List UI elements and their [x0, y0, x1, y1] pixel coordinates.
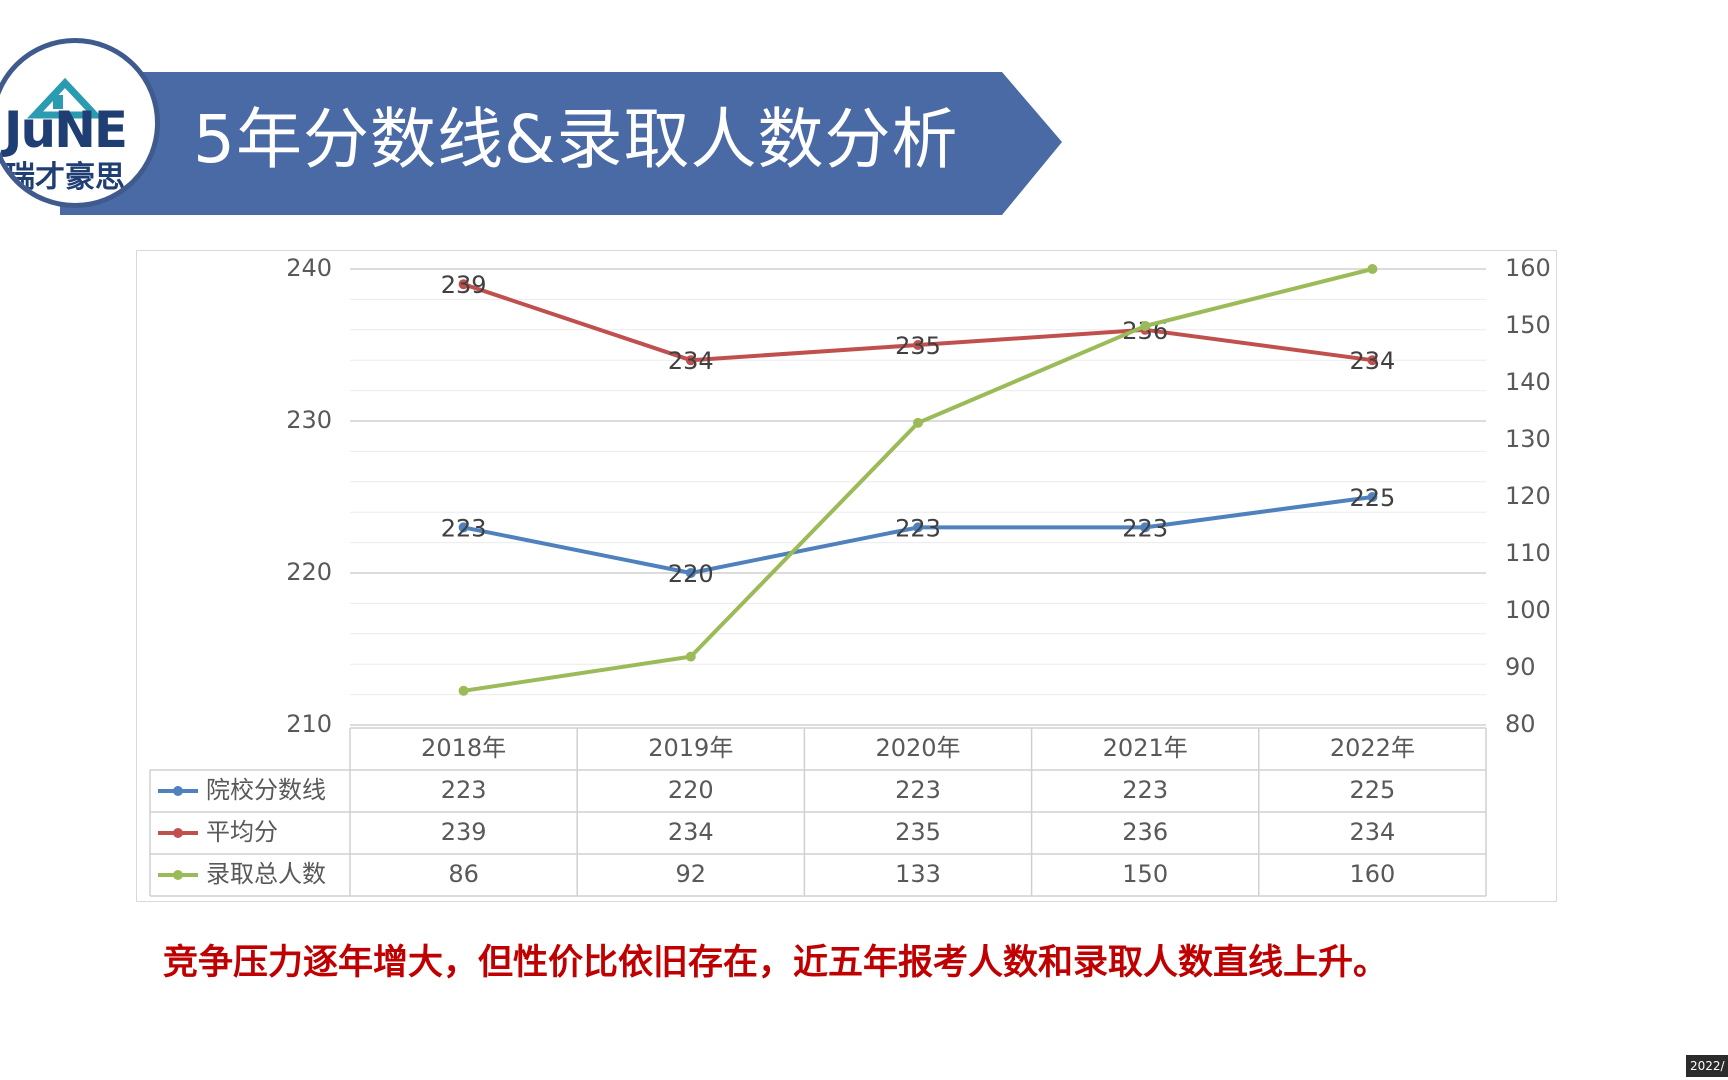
logo: JuNE 瑞才豪思 — [0, 38, 160, 208]
y-right-tick-label: 160 — [1505, 254, 1551, 282]
data-point — [458, 685, 469, 696]
table-cell-value: 92 — [676, 860, 707, 888]
date-tag: 2022/ — [1686, 1055, 1728, 1077]
table-cell-value: 223 — [895, 776, 941, 804]
data-label: 223 — [1122, 514, 1168, 542]
data-point — [1140, 321, 1151, 331]
data-label: 239 — [441, 271, 487, 299]
data-label: 220 — [668, 560, 714, 588]
data-point — [913, 417, 923, 428]
data-point — [1367, 264, 1378, 274]
data-point — [1367, 492, 1378, 502]
x-category-label: 2021年 — [1103, 734, 1188, 762]
data-point — [1367, 355, 1378, 366]
data-point — [685, 355, 696, 366]
y-right-tick-label: 80 — [1505, 710, 1536, 738]
data-point — [913, 522, 923, 533]
legend-key-marker — [173, 828, 183, 838]
table-cell-value: 223 — [1122, 776, 1168, 804]
y-right-tick-label: 130 — [1505, 425, 1551, 453]
y-left-tick-label: 240 — [286, 254, 332, 282]
data-point — [1140, 522, 1151, 533]
logo-subtext: 瑞才豪思 — [5, 160, 125, 195]
legend-series-name: 平均分 — [206, 818, 278, 846]
logo-house-icon — [26, 77, 104, 119]
table-cell-value: 223 — [441, 776, 487, 804]
y-right-tick-label: 90 — [1505, 653, 1536, 681]
data-label: 223 — [441, 514, 487, 542]
table-cell-value: 236 — [1122, 818, 1168, 846]
x-category-label: 2019年 — [648, 734, 733, 762]
x-category-label: 2018年 — [421, 734, 506, 762]
table-cell-value: 225 — [1349, 776, 1395, 804]
table-cell-value: 234 — [1349, 818, 1395, 846]
chart-frame — [136, 250, 1557, 902]
table-cell-value: 86 — [448, 860, 479, 888]
data-label: 234 — [668, 347, 714, 375]
data-point — [685, 568, 696, 578]
data-point — [458, 522, 469, 533]
data-label: 223 — [895, 514, 941, 542]
y-left-tick-label: 230 — [286, 406, 332, 434]
legend-series-name: 院校分数线 — [206, 776, 326, 804]
y-right-tick-label: 100 — [1505, 596, 1551, 624]
data-label: 234 — [1349, 347, 1395, 375]
legend-key-marker — [173, 786, 183, 796]
y-right-tick-label: 140 — [1505, 368, 1551, 396]
table-cell-value: 234 — [668, 818, 714, 846]
data-point — [913, 340, 923, 350]
table-cell-value: 150 — [1122, 860, 1168, 888]
table-cell-value: 235 — [895, 818, 941, 846]
data-point — [458, 279, 469, 290]
x-category-label: 2020年 — [875, 734, 960, 762]
legend-key-marker — [173, 870, 183, 880]
legend-series-name: 录取总人数 — [206, 860, 326, 888]
page-title: 5年分数线&录取人数分析 — [193, 101, 959, 178]
conclusion-text: 竞争压力逐年增大，但性价比依旧存在，近五年报考人数和录取人数直线上升。 — [163, 943, 1389, 983]
table-cell-value: 220 — [668, 776, 714, 804]
title-banner — [60, 72, 1062, 215]
y-right-tick-label: 110 — [1505, 539, 1551, 567]
data-label: 225 — [1349, 484, 1395, 512]
y-left-tick-label: 220 — [286, 558, 332, 586]
table-cell-value: 160 — [1349, 860, 1395, 888]
logo-text: JuNE — [3, 101, 128, 159]
y-right-tick-label: 120 — [1505, 482, 1551, 510]
table-cell-value: 133 — [895, 860, 941, 888]
y-right-tick-label: 150 — [1505, 311, 1551, 339]
table-cell-value: 239 — [441, 818, 487, 846]
x-category-label: 2022年 — [1330, 734, 1415, 762]
data-point — [685, 651, 696, 662]
data-label: 235 — [895, 332, 941, 360]
y-left-tick-label: 210 — [286, 710, 332, 738]
